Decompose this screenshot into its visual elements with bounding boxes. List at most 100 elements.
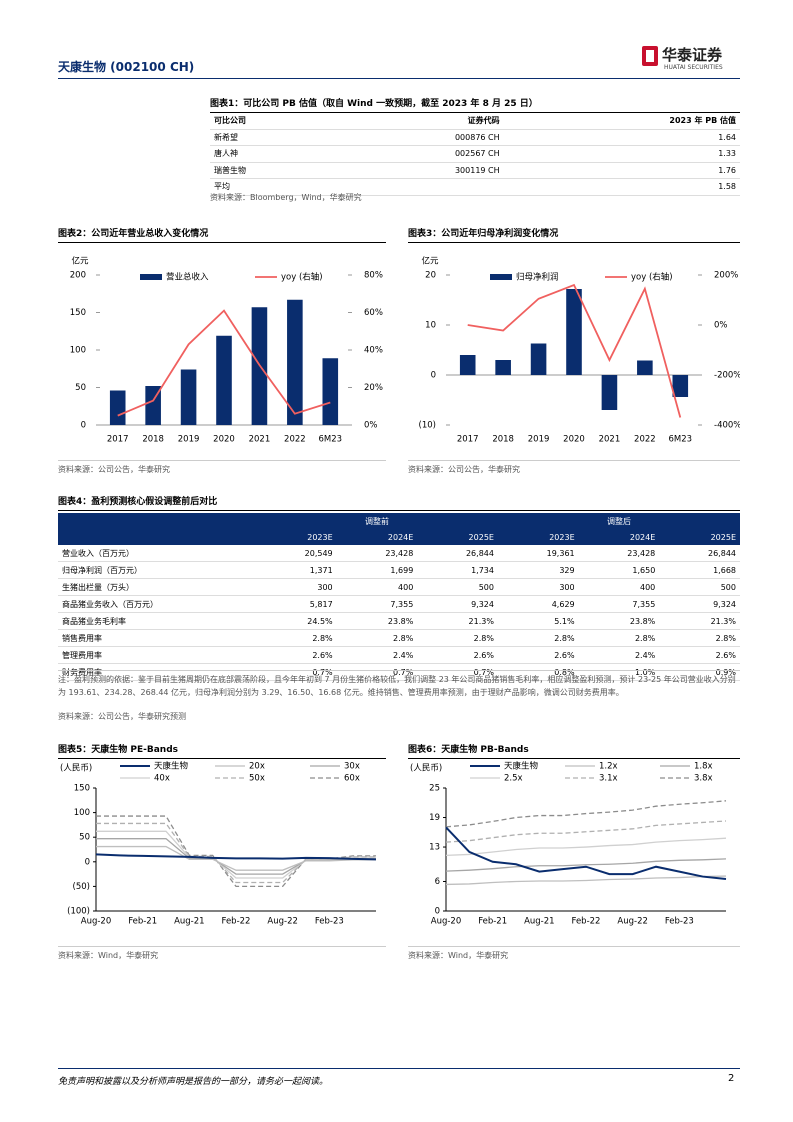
cell: 002567 CH	[336, 145, 504, 163]
y-tick-label: 150	[74, 784, 90, 794]
cell: 2.6%	[659, 646, 740, 664]
header-row: 可比公司 证券代码 2023 年 PB 估值	[210, 113, 740, 130]
table: 调整前 调整后 2023E 2024E 2025E 2023E 2024E 2025E 营业收入…	[58, 513, 740, 681]
y2-tick-label: 0%	[714, 321, 728, 331]
column-header: 2023E	[497, 529, 579, 545]
legend-label: 3.1x	[599, 774, 618, 784]
cell: 2.6%	[256, 646, 337, 664]
table-title: 图表1：可比公司 PB 估值（取自 Wind 一致预期，截至 2023 年 8 …	[210, 96, 740, 113]
y2-tick-label: 200%	[714, 271, 738, 281]
cell: 2.8%	[417, 629, 498, 647]
legend-label: 1.2x	[599, 762, 618, 772]
x-tick-label: 2022	[284, 435, 306, 445]
bar	[216, 335, 232, 425]
y-tick-label: 100	[70, 346, 86, 356]
row: 管理费用率 2.6% 2.4% 2.6% 2.6% 2.4% 2.6%	[58, 646, 740, 664]
logo-icon	[642, 46, 658, 66]
y-axis-label: 亿元	[71, 256, 89, 267]
x-tick-label: Aug-22	[617, 917, 647, 927]
cell: 0.7%	[417, 663, 498, 681]
row-label: 商品猪业务收入（百万元）	[58, 595, 256, 613]
column-header: 2023E	[256, 529, 337, 545]
column-header: 2025E	[417, 529, 498, 545]
bar	[109, 390, 126, 425]
x-tick-label: 2017	[107, 435, 129, 445]
source: 资料来源：公司公告，华泰研究	[408, 460, 740, 475]
group-header: 调整后	[497, 513, 740, 529]
cell: 329	[497, 561, 579, 579]
x-tick-label: Aug-20	[431, 917, 461, 927]
line	[445, 875, 727, 886]
y-tick-label: 100	[74, 808, 90, 818]
cell: 26,844	[417, 545, 498, 562]
y-axis-label: 亿元	[421, 256, 439, 267]
chart-title: 图表3：公司近年归母净利润变化情况	[408, 226, 740, 243]
row-label: 商品猪业务毛利率	[58, 612, 256, 630]
y2-tick-label: 40%	[364, 346, 383, 356]
x-tick-label: 2020	[563, 435, 585, 445]
y-tick-label: 0	[85, 857, 90, 867]
cell: 2.4%	[578, 646, 660, 664]
cell: 000876 CH	[336, 129, 504, 146]
cell	[58, 529, 256, 545]
chart-title: 图表5：天康生物 PE-Bands	[58, 742, 386, 759]
group-header: 调整前	[256, 513, 498, 529]
cell: 9,324	[417, 595, 498, 613]
y-tick-label: 50	[79, 833, 90, 843]
cell: 0.9%	[659, 663, 740, 681]
y-tick-label: 150	[70, 308, 86, 318]
cell: 300	[497, 578, 579, 596]
x-tick-label: 6M23	[319, 435, 343, 445]
y-tick-label: 0	[431, 371, 436, 381]
row-label: 财务费用率	[58, 663, 256, 681]
cell: 2.8%	[659, 629, 740, 647]
chart: 亿元 0 50 100 150 200 0% 20% 40% 60% 80% 2017 2018 2019…	[70, 256, 383, 445]
legend-label: 30x	[344, 762, 360, 772]
x-tick-label: Aug-20	[81, 917, 111, 927]
legend-label: 天康生物	[154, 761, 189, 772]
chart-title: 图表2：公司近年营业总收入变化情况	[58, 226, 386, 243]
company: 天康生物 (002100 CH)	[58, 60, 195, 74]
cell: 1.76	[503, 162, 740, 179]
cell: 5,817	[256, 595, 337, 613]
y-tick-label: 200	[70, 271, 86, 281]
y-tick-label: (50)	[73, 882, 90, 892]
source: 资料来源：Wind，华泰研究	[408, 946, 740, 961]
y-tick-label: 0	[435, 907, 440, 917]
line	[445, 858, 727, 872]
y-tick-label: 25	[429, 784, 440, 794]
cell: 19,361	[497, 545, 579, 562]
cell: 1,371	[256, 561, 337, 579]
line	[445, 800, 727, 828]
bar	[672, 375, 689, 397]
x-tick-label: 2018	[492, 435, 514, 445]
header-row: 调整前 调整后	[58, 513, 740, 529]
line	[445, 826, 727, 881]
legend-label: 3.8x	[694, 774, 713, 784]
x-tick-label: Aug-21	[174, 917, 204, 927]
row: 财务费用率 0.7% 0.7% 0.7% 0.8% 1.0% 0.9%	[58, 663, 740, 681]
x-tick-label: 2021	[599, 435, 621, 445]
column-header: 证券代码	[336, 113, 504, 130]
cell: 平均	[210, 178, 337, 196]
x-tick-label: 2019	[528, 435, 550, 445]
line	[445, 820, 727, 843]
legend-swatch	[490, 274, 512, 280]
table: 可比公司 证券代码 2023 年 PB 估值 新希望 000876 CH 1.64 唐人神 0…	[210, 113, 740, 196]
line	[96, 845, 376, 871]
row-label: 生猪出栏量（万头）	[58, 578, 256, 596]
chart-title: 图表6：天康生物 PB-Bands	[408, 742, 740, 759]
y2-tick-label: -400%	[714, 421, 740, 431]
line	[96, 822, 376, 884]
y-tick-label: 10	[425, 321, 436, 331]
cell: 1.33	[503, 145, 740, 163]
cell: 20,549	[256, 545, 337, 562]
row: 商品猪业务收入（百万元） 5,817 7,355 9,324 4,629 7,355 9,3…	[58, 595, 740, 613]
column-header: 可比公司	[210, 113, 337, 130]
bar	[180, 369, 197, 425]
cell: 1.58	[503, 178, 740, 196]
y-tick-label: 19	[429, 813, 440, 823]
x-tick-label: 2019	[178, 435, 200, 445]
source: 资料来源：公司公告，华泰研究预测	[58, 712, 186, 721]
